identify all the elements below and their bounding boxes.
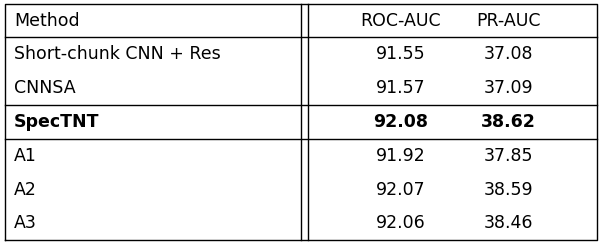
Text: 91.55: 91.55	[376, 45, 425, 63]
Text: 92.07: 92.07	[376, 181, 425, 199]
Text: 37.09: 37.09	[484, 79, 533, 97]
Text: Short-chunk CNN + Res: Short-chunk CNN + Res	[14, 45, 220, 63]
Text: 91.92: 91.92	[376, 147, 425, 165]
Text: A2: A2	[14, 181, 37, 199]
Text: 38.46: 38.46	[484, 214, 533, 233]
Text: Method: Method	[14, 11, 79, 30]
Text: 92.06: 92.06	[376, 214, 425, 233]
Text: PR-AUC: PR-AUC	[476, 11, 541, 30]
Text: CNNSA: CNNSA	[14, 79, 75, 97]
Text: A3: A3	[14, 214, 37, 233]
Text: 38.62: 38.62	[481, 113, 536, 131]
Text: 37.85: 37.85	[484, 147, 533, 165]
Text: A1: A1	[14, 147, 37, 165]
Text: ROC-AUC: ROC-AUC	[360, 11, 441, 30]
Text: 37.08: 37.08	[484, 45, 533, 63]
Text: 38.59: 38.59	[484, 181, 533, 199]
Text: SpecTNT: SpecTNT	[14, 113, 99, 131]
Text: 92.08: 92.08	[373, 113, 428, 131]
Text: 91.57: 91.57	[376, 79, 425, 97]
